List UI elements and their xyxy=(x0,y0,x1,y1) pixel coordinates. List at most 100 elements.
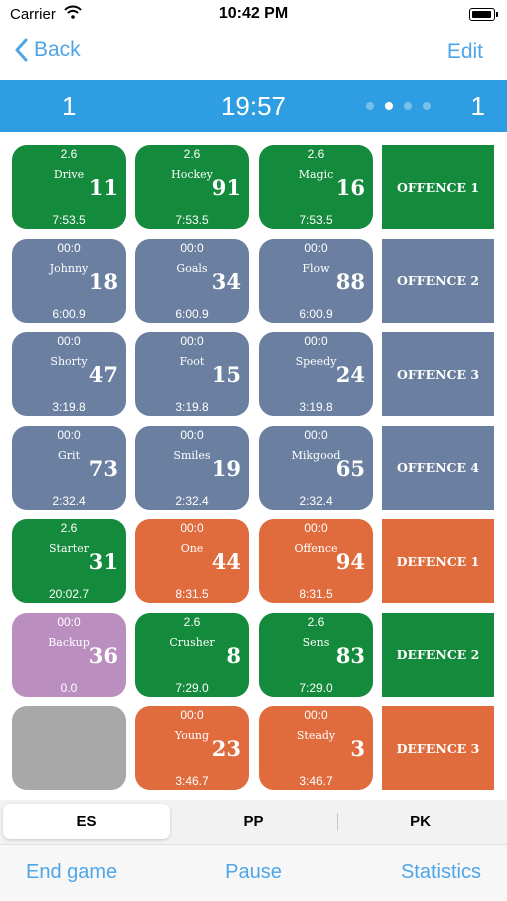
player-toi-label: 00:0 xyxy=(304,240,328,255)
player-time: 2:32.4 xyxy=(52,493,86,508)
player-toi-label: 00:0 xyxy=(57,334,81,348)
player-time: 3:46.7 xyxy=(175,774,209,788)
player-number: 34 xyxy=(211,268,241,294)
chevron-left-icon xyxy=(15,38,28,62)
player-name: Hockey xyxy=(171,168,213,181)
player-number: 3 xyxy=(350,736,365,761)
player-name: Mikgood xyxy=(291,448,341,462)
player-time: 8:31.5 xyxy=(299,587,333,601)
back-label: Back xyxy=(34,38,81,61)
player-card[interactable]: 2.6 Hockey 91 7:53.5 xyxy=(135,145,249,229)
player-name: Grit xyxy=(58,448,80,462)
line-button[interactable]: OFFENCE 2 xyxy=(382,238,494,323)
segment-es[interactable]: ES xyxy=(3,804,170,839)
score-number: 1 xyxy=(470,91,485,121)
player-time: 2:32.4 xyxy=(299,493,333,508)
segment-pp[interactable]: PP xyxy=(243,813,264,830)
strength-selector-bar: ES PP PK xyxy=(0,800,507,844)
player-name: Backup xyxy=(48,635,90,649)
player-number: 44 xyxy=(211,549,241,574)
player-toi-label: 00:0 xyxy=(57,614,81,629)
game-clock: 19:57 xyxy=(220,91,287,121)
player-number: 65 xyxy=(335,455,365,481)
player-time: 3:46.7 xyxy=(299,774,333,788)
player-number: 16 xyxy=(335,175,365,200)
player-time: 7:53.5 xyxy=(299,213,333,227)
player-toi-label: 2.6 xyxy=(183,147,201,161)
page-dot[interactable] xyxy=(404,102,412,110)
player-time: 7:53.5 xyxy=(175,213,209,227)
player-card[interactable]: 00:0 Johnny 18 6:00.9 xyxy=(12,238,126,323)
player-card[interactable]: 2.6 Starter 31 20:02.7 xyxy=(12,519,126,603)
end-game-button[interactable]: End game xyxy=(26,861,118,883)
player-toi-label: 00:0 xyxy=(180,521,204,535)
player-card[interactable]: 00:0 Steady 3 3:46.7 xyxy=(259,706,373,790)
player-name: One xyxy=(180,542,204,555)
player-number: 15 xyxy=(211,362,241,387)
edit-button[interactable]: Edit xyxy=(446,40,483,63)
player-card[interactable]: 00:0 Flow 88 6:00.9 xyxy=(259,238,373,323)
line-button[interactable]: OFFENCE 1 xyxy=(382,145,494,229)
player-time: 3:19.8 xyxy=(299,400,333,414)
player-toi-label: 2.6 xyxy=(60,147,78,161)
player-name: Flow xyxy=(302,261,330,275)
player-name: Starter xyxy=(49,542,89,555)
player-name: Offence xyxy=(294,542,338,555)
strength-segmented-control: ES PP PK xyxy=(3,804,504,839)
segment-divider xyxy=(337,813,338,831)
player-time: 8:31.5 xyxy=(175,587,209,601)
player-toi-label: 2.6 xyxy=(307,147,325,161)
player-card[interactable]: 2.6 Magic 16 7:53.5 xyxy=(259,145,373,229)
player-card[interactable] xyxy=(12,706,126,790)
player-card[interactable]: 00:0 Young 23 3:46.7 xyxy=(135,706,249,790)
line-button[interactable]: DEFENCE 2 xyxy=(382,612,494,697)
segment-pk[interactable]: PK xyxy=(410,813,431,830)
player-card[interactable]: 00:0 Foot 15 3:19.8 xyxy=(135,332,249,416)
player-name: Crusher xyxy=(169,635,215,649)
back-button[interactable]: Back xyxy=(14,38,81,62)
player-time: 3:19.8 xyxy=(52,400,86,414)
player-number: 8 xyxy=(226,642,241,668)
player-card[interactable]: 00:0 Offence 94 8:31.5 xyxy=(259,519,373,603)
statistics-button[interactable]: Statistics xyxy=(400,861,481,883)
player-number: 47 xyxy=(88,362,118,387)
player-card[interactable]: 00:0 Shorty 47 3:19.8 xyxy=(12,332,126,416)
player-toi-label: 2.6 xyxy=(183,614,201,629)
player-number: 91 xyxy=(211,175,241,200)
page-dot[interactable] xyxy=(366,102,374,110)
line-button[interactable]: DEFENCE 1 xyxy=(382,519,494,603)
player-name: Drive xyxy=(53,168,85,181)
player-card[interactable]: 00:0 Mikgood 65 2:32.4 xyxy=(259,425,373,510)
line-button[interactable]: OFFENCE 4 xyxy=(382,425,494,510)
player-time: 3:19.8 xyxy=(175,400,209,414)
player-toi-label: 00:0 xyxy=(180,427,204,442)
player-card[interactable]: 00:0 One 44 8:31.5 xyxy=(135,519,249,603)
player-card[interactable]: 00:0 Backup 36 0.0 xyxy=(12,612,126,697)
line-button[interactable]: DEFENCE 3 xyxy=(382,706,494,790)
player-toi-label: 2.6 xyxy=(307,614,325,629)
page-dot[interactable] xyxy=(385,102,393,110)
player-card[interactable]: 2.6 Crusher 8 7:29.0 xyxy=(135,612,249,697)
pause-button[interactable]: Pause xyxy=(225,861,282,883)
player-name: Sens xyxy=(302,635,330,649)
player-card[interactable]: 00:0 Speedy 24 3:19.8 xyxy=(259,332,373,416)
player-name: Foot xyxy=(179,355,205,368)
navigation-bar: Back Edit xyxy=(0,30,507,78)
player-time: 2:32.4 xyxy=(175,493,209,508)
player-toi-label: 00:0 xyxy=(304,708,328,722)
player-name: Steady xyxy=(296,729,336,742)
player-card[interactable]: 00:0 Smiles 19 2:32.4 xyxy=(135,425,249,510)
player-name: Johnny xyxy=(49,261,89,275)
page-indicator[interactable] xyxy=(366,102,431,110)
player-card[interactable]: 00:0 Grit 73 2:32.4 xyxy=(12,425,126,510)
player-name: Speedy xyxy=(295,355,337,368)
page-dot[interactable] xyxy=(423,102,431,110)
player-number: 94 xyxy=(335,549,365,574)
player-toi-label: 00:0 xyxy=(57,240,81,255)
player-toi-label: 00:0 xyxy=(304,427,328,442)
line-button[interactable]: OFFENCE 3 xyxy=(382,332,494,416)
player-card[interactable]: 00:0 Goals 34 6:00.9 xyxy=(135,238,249,323)
player-card[interactable]: 2.6 Sens 83 7:29.0 xyxy=(259,612,373,697)
player-card[interactable]: 2.6 Drive 11 7:53.5 xyxy=(12,145,126,229)
player-number: 36 xyxy=(88,642,118,668)
